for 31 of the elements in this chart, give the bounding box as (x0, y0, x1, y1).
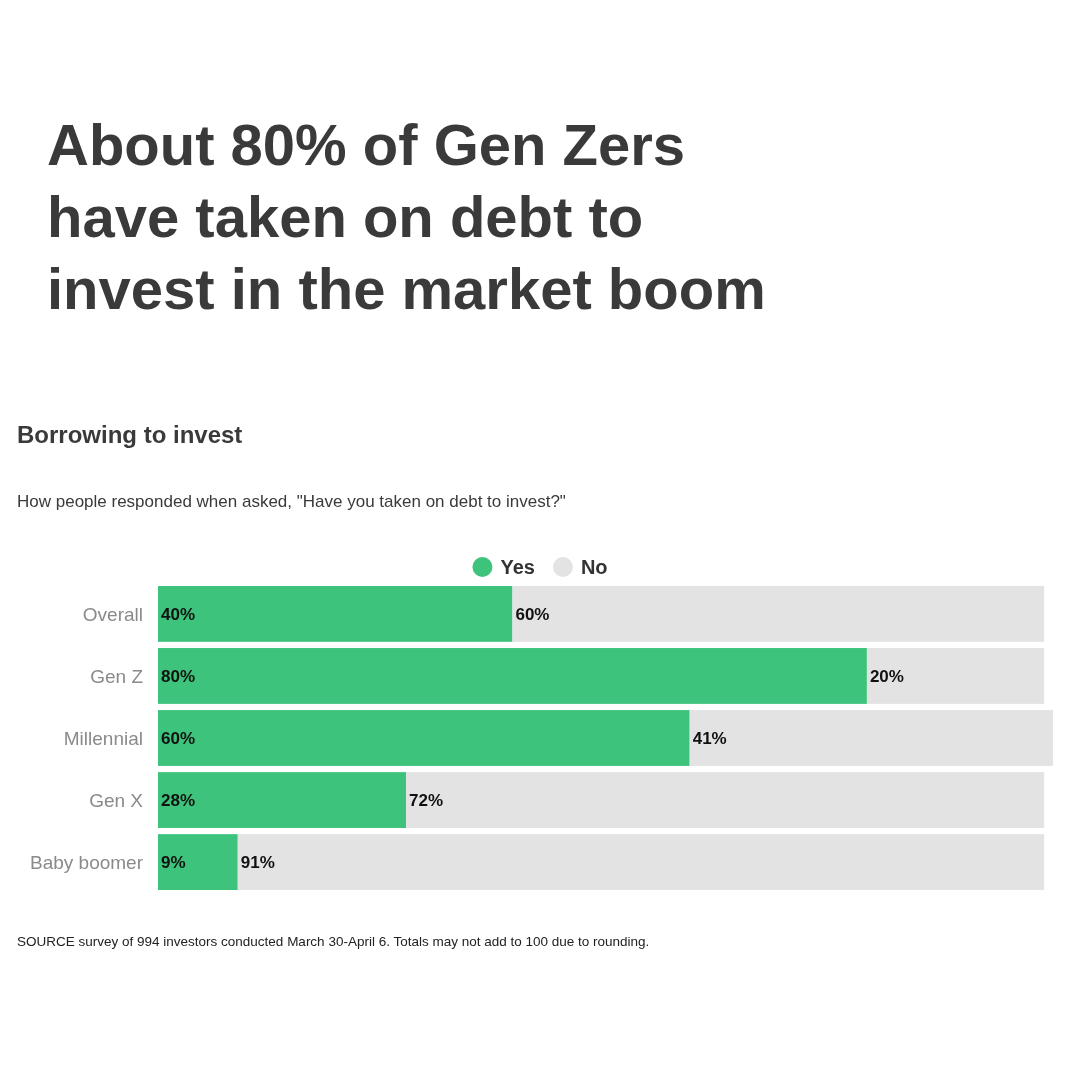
data-label: 28% (161, 790, 196, 810)
bar (512, 586, 1045, 642)
bar (237, 834, 1045, 890)
chart-subtitle: Borrowing to invest (17, 421, 243, 448)
data-label: 91% (240, 853, 275, 873)
bar (689, 710, 1053, 766)
source-note: SOURCE survey of 994 investors conducted March 30-April 6. Totals may not add to 100 due to rounding. (17, 934, 650, 949)
data-label: 41% (692, 728, 727, 748)
bar (158, 710, 690, 766)
data-label: 20% (869, 666, 904, 686)
chart-title: About 80% of Gen Zers have taken on debt to invest in the market boom (47, 112, 766, 321)
y-tick-label: Baby boomer (29, 851, 144, 873)
bar (866, 648, 1045, 704)
text: How people responded when asked, "Have you taken on debt to invest?" (17, 492, 566, 511)
data-label: 80% (161, 666, 196, 686)
bar (158, 648, 867, 704)
y-tick-label: Millennial (63, 727, 143, 749)
legend-label: No (580, 556, 608, 579)
data-label: 72% (409, 790, 444, 810)
bar (158, 834, 238, 890)
bar (158, 586, 513, 642)
data-label: 60% (515, 604, 550, 624)
y-tick-label: Gen X (89, 789, 144, 811)
data-label: 9% (161, 853, 186, 873)
data-label: 40% (161, 604, 196, 624)
y-tick-label: Overall (82, 603, 143, 625)
y-tick-label: Gen Z (90, 665, 144, 687)
bar (158, 772, 407, 828)
data-label: 60% (161, 728, 196, 748)
bar (406, 772, 1045, 828)
legend-label: Yes (500, 556, 535, 579)
